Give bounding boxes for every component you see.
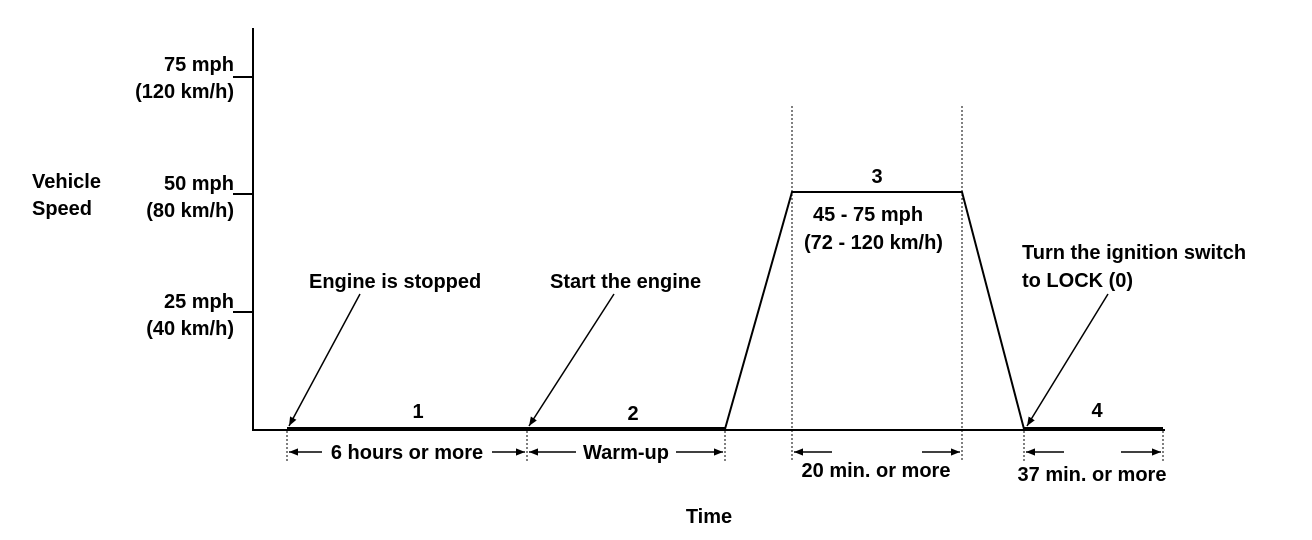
phase-2-duration: Warm-up <box>583 442 669 464</box>
phase-1-number: 1 <box>412 401 423 423</box>
y-tick-75-mph: 75 mph <box>164 54 234 76</box>
y-tick-25-kmh: (40 km/h) <box>146 318 234 340</box>
ignition-label-line1: Turn the ignition switch <box>1022 242 1246 264</box>
phase-3-duration: 20 min. or more <box>802 460 951 482</box>
phase-3-number: 3 <box>871 166 882 188</box>
ignition-arrow <box>1026 293 1109 427</box>
engine-stopped-label: Engine is stopped <box>309 271 481 293</box>
y-tick-75-kmh: (120 km/h) <box>135 81 234 103</box>
phase-2-number: 2 <box>627 403 638 425</box>
phase-3-speed-profile <box>724 191 1025 430</box>
y-tick-25-mph: 25 mph <box>164 291 234 313</box>
x-axis-title: Time <box>686 506 732 528</box>
y-tick-50-mph: 50 mph <box>164 173 234 195</box>
phase-3-speed-mph: 45 - 75 mph <box>813 204 923 226</box>
phase-3-speed-kmh: (72 - 120 km/h) <box>804 232 943 254</box>
engine-stopped-arrow <box>288 293 361 427</box>
phase-1-duration: 6 hours or more <box>331 442 483 464</box>
start-engine-label: Start the engine <box>550 271 701 293</box>
start-engine-arrow <box>528 293 615 427</box>
ignition-label-line2: to LOCK (0) <box>1022 270 1133 292</box>
y-tick-50-kmh: (80 km/h) <box>146 200 234 222</box>
phase-4-duration: 37 min. or more <box>1018 464 1167 486</box>
y-axis-title-line2: Speed <box>32 198 92 220</box>
y-axis-title-line1: Vehicle <box>32 171 101 193</box>
phase-4-number: 4 <box>1091 400 1103 422</box>
